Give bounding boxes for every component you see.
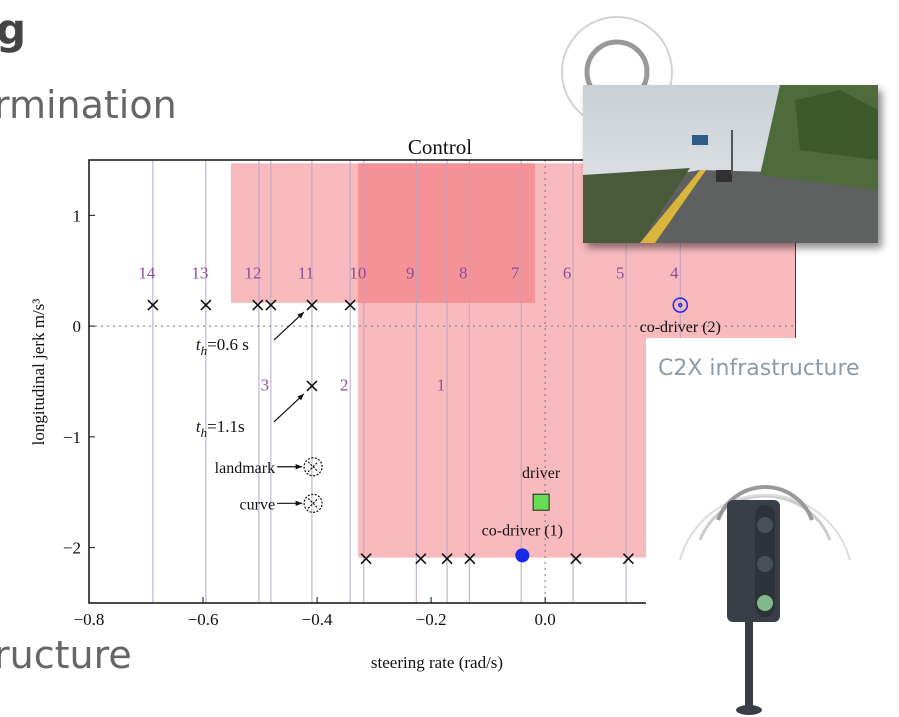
line-label: 1 [437, 375, 446, 394]
line-label: 10 [349, 264, 366, 283]
line-label: 8 [459, 264, 468, 283]
annotation-part: =0.6 s [207, 335, 249, 354]
line-label: 14 [138, 264, 156, 283]
x-tick-label: 0.0 [535, 610, 556, 629]
slide-text: ructure [0, 633, 132, 677]
heading-fragment: g [0, 5, 26, 54]
slide: g rmination ructure 1413121110987654321−… [0, 0, 899, 717]
x-tick-label: −0.4 [302, 610, 333, 629]
point-label: landmark [215, 460, 275, 477]
chart-title: Control [408, 135, 472, 159]
line-label: 12 [244, 264, 261, 283]
line-label: 5 [616, 264, 625, 283]
square-marker [533, 494, 549, 510]
y-tick-label: −2 [63, 539, 81, 558]
arrow-head [296, 464, 302, 469]
line-label: 6 [563, 264, 572, 283]
point-label: curve [240, 496, 276, 513]
dot-marker [515, 548, 529, 562]
series-label: driver [522, 465, 561, 482]
line-label: 4 [670, 264, 679, 283]
y-tick-label: 1 [73, 206, 82, 225]
x-tick-label: −0.2 [416, 610, 447, 629]
caption: C2X infrastructure [658, 356, 860, 381]
y-axis-label: longitudinal jerk m/s³ [29, 299, 48, 446]
annotation-part: =1.1s [207, 417, 244, 436]
x-axis-label: steering rate (rad/s) [371, 653, 503, 672]
line-label: 13 [191, 264, 208, 283]
road-photo [583, 85, 878, 243]
line-label: 7 [511, 264, 520, 283]
circled-x-marker [304, 458, 322, 476]
line-label: 11 [298, 264, 314, 283]
arrow-head [296, 501, 302, 506]
annotation: th=1.1s [196, 417, 245, 440]
circled-x-marker [304, 494, 322, 512]
line-label: 2 [340, 375, 349, 394]
y-tick-label: −1 [63, 428, 81, 447]
y-tick-label: 0 [73, 317, 82, 336]
slide-text: rmination [0, 83, 177, 127]
x-tick-label: −0.6 [188, 610, 219, 629]
series-label: co-driver (2) [640, 319, 721, 336]
series-label: co-driver (1) [482, 522, 563, 539]
line-label: 3 [261, 375, 270, 394]
x-tick-label: −0.8 [74, 610, 105, 629]
line-label: 9 [406, 264, 415, 283]
annotation: th=0.6 s [196, 335, 249, 358]
